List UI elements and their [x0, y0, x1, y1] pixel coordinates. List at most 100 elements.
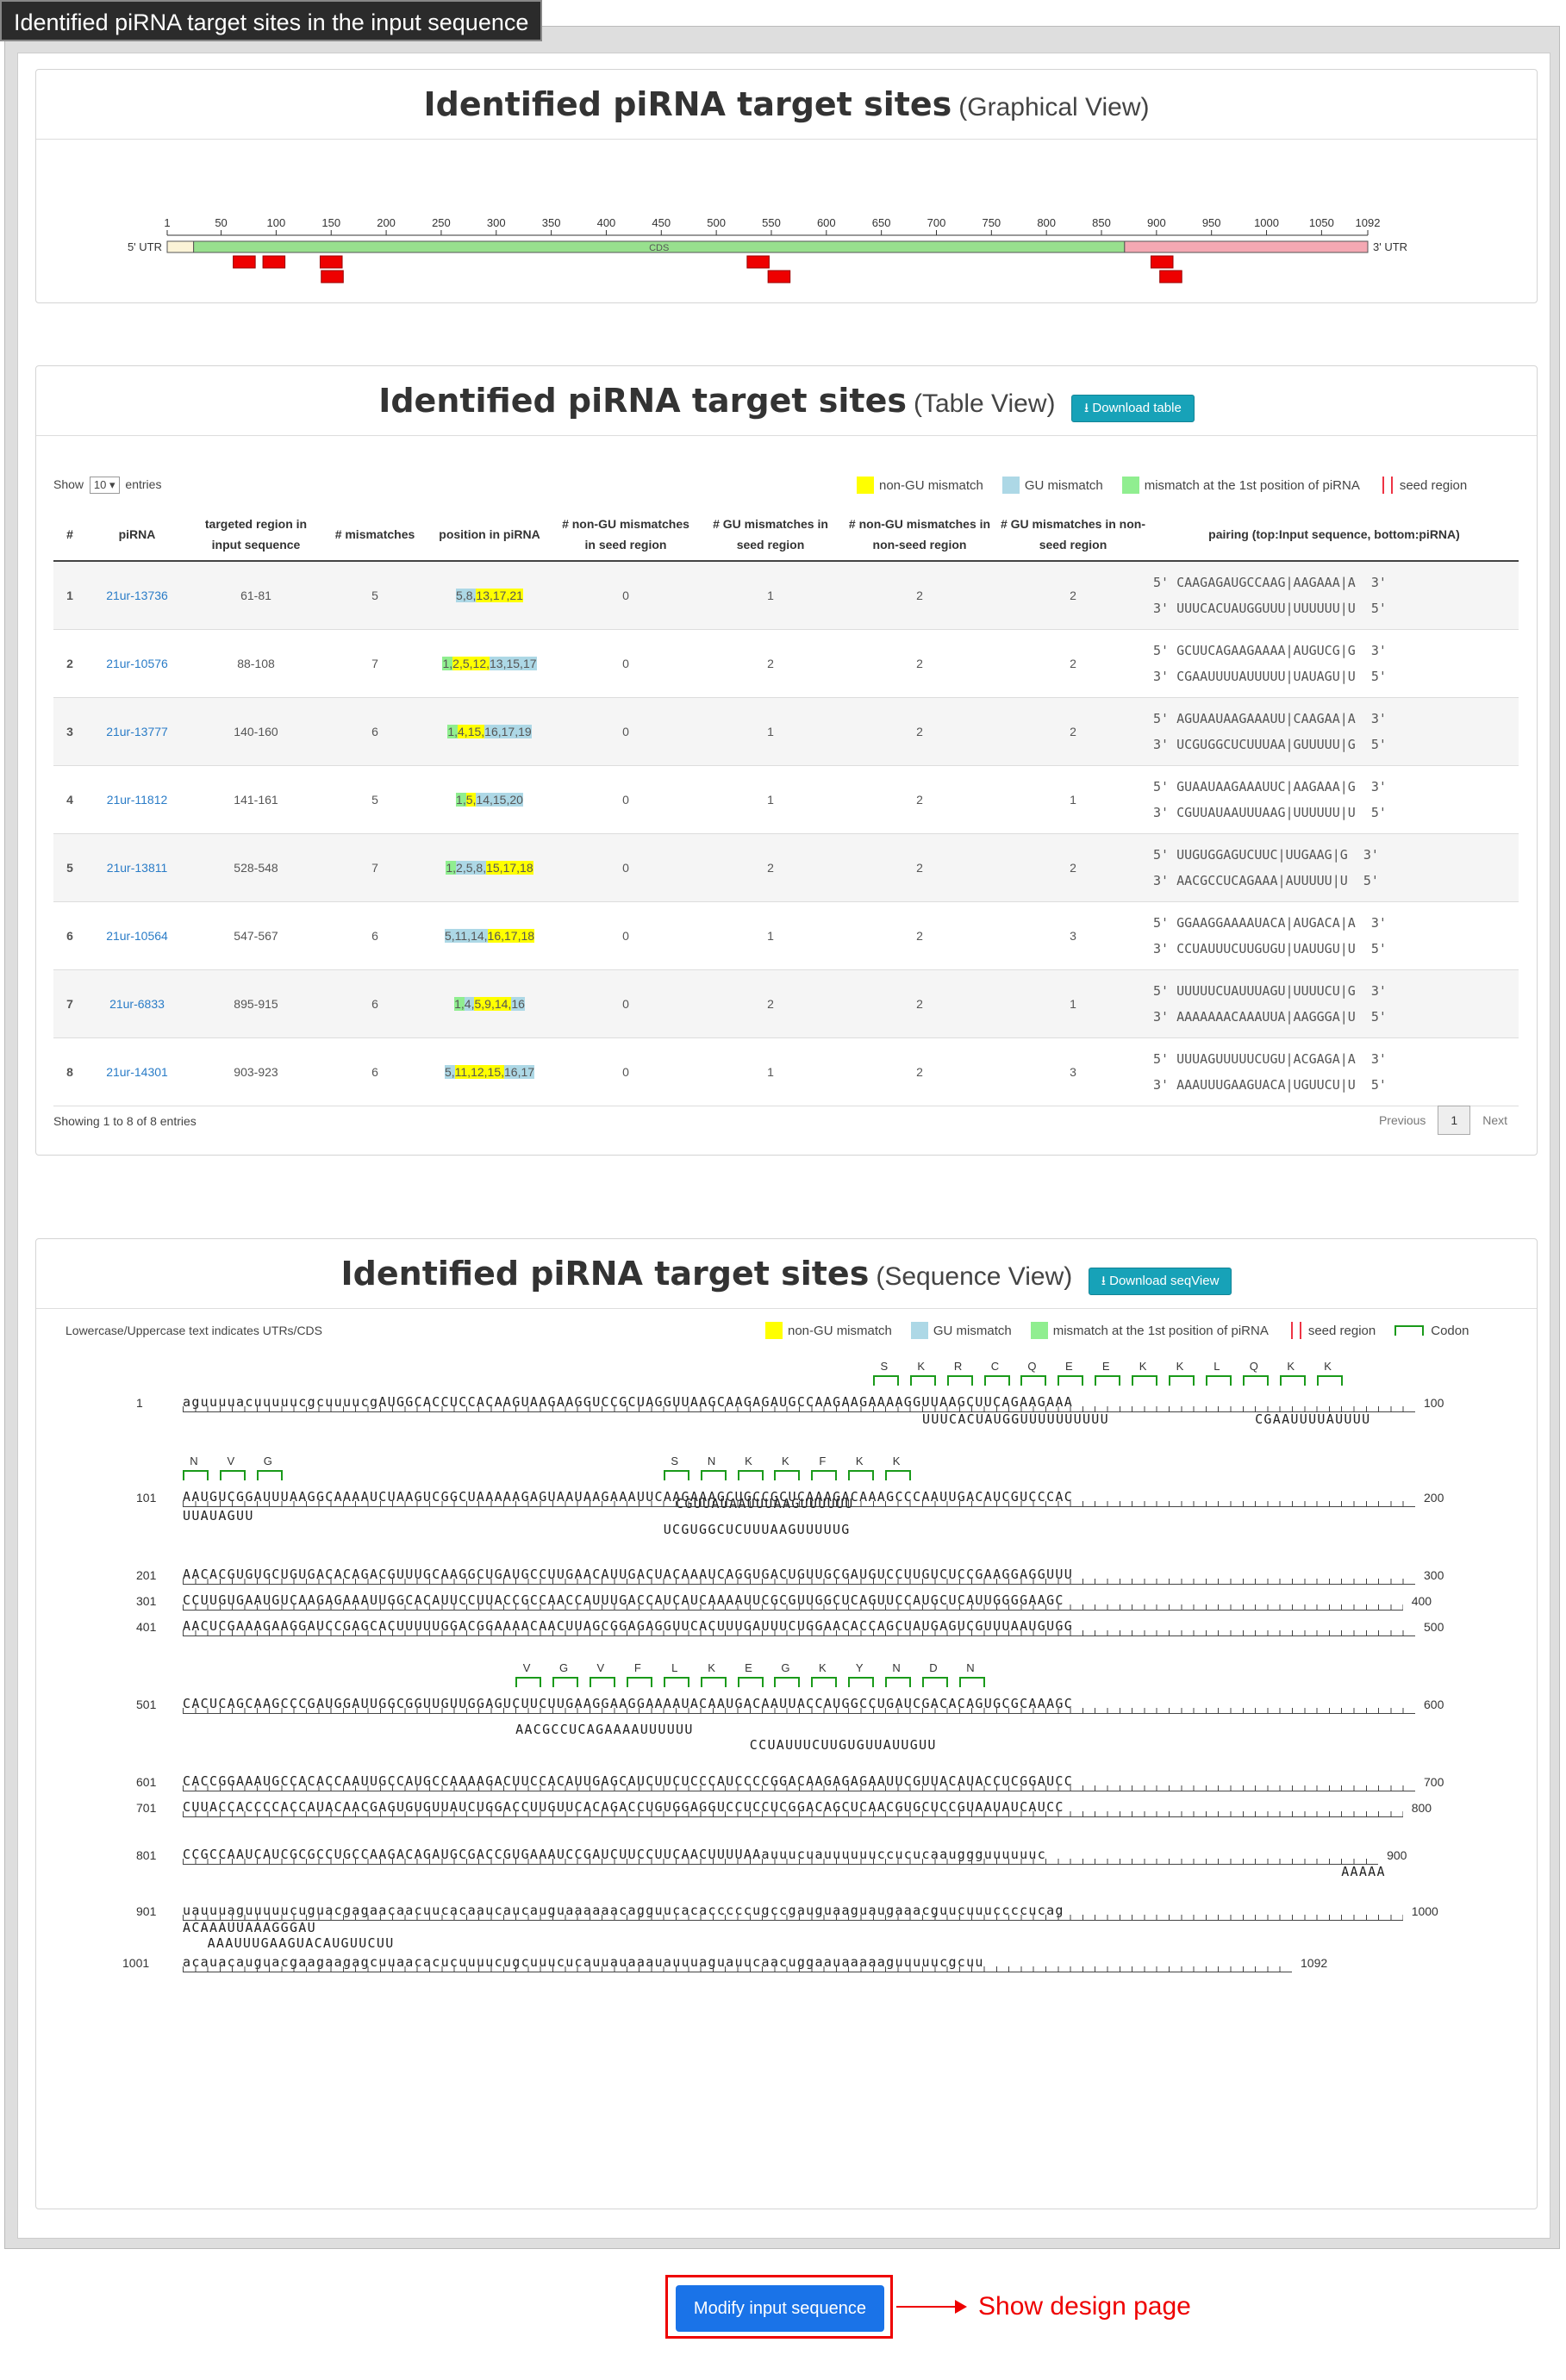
- col-pairing[interactable]: pairing (top:Input sequence, bottom:piRN…: [1150, 508, 1519, 562]
- axis-tick-label: 1092: [1356, 216, 1381, 229]
- amino-acid-label: C: [990, 1360, 1000, 1373]
- codon-bracket: [626, 1677, 652, 1687]
- codon-bracket: [663, 1677, 689, 1687]
- col-mismatches[interactable]: # mismatches: [324, 508, 426, 562]
- entries-select-value: 10: [93, 478, 107, 491]
- codon-bracket: [848, 1470, 875, 1480]
- line-end-number: 900: [1387, 1848, 1407, 1862]
- pirna-link[interactable]: 21ur-6833: [86, 969, 188, 1038]
- row-number: 8: [53, 1037, 86, 1106]
- codon-bracket: [885, 1677, 912, 1687]
- codon-bracket: [219, 1470, 246, 1480]
- first-pos-swatch: [1121, 477, 1139, 494]
- show-design-label: Show design page: [978, 2292, 1191, 2321]
- position-chip: 19: [518, 725, 532, 738]
- axis-tick-label: 200: [377, 216, 396, 229]
- col-gu-nonseed[interactable]: # GU mismatches in non-seed region: [996, 508, 1150, 562]
- axis-tick-label: 550: [762, 216, 781, 229]
- amino-acid-label: Y: [855, 1661, 864, 1674]
- codon-bracket: [848, 1677, 875, 1687]
- sequence-line: aguuuuacuuuuucgcuuuucgAUGGCACCUCCACAAGUA…: [183, 1394, 1074, 1410]
- col-positions[interactable]: position in piRNA: [426, 508, 553, 562]
- table-row: 6 21ur-10564 547-567 6 5,11,14,16,17,18 0 1 2 3 5…: [53, 901, 1519, 970]
- line-start-number: 801: [136, 1848, 157, 1862]
- position-chip: 15,: [486, 861, 503, 875]
- codon-bracket: [1169, 1375, 1195, 1386]
- modify-highlight-box: [665, 2275, 893, 2339]
- download-table-button[interactable]: ⭳ Download table: [1070, 394, 1195, 422]
- axis-tick-label: 450: [652, 216, 671, 229]
- amino-acid-label: V: [227, 1455, 235, 1467]
- sequence-line: acauacauguacgaagaagagcuuaacacucuuuucugcu…: [183, 1954, 984, 1970]
- position-chip: 15,: [492, 793, 510, 807]
- col-nongu-nonseed[interactable]: # non-GU mismatches in non-seed region: [843, 508, 996, 562]
- pairing-top: 5' UUGUGGAGUCUUC|UUGAAG|G 3': [1153, 847, 1379, 863]
- positions-cell: 1,2,5,12,13,15,17: [426, 629, 553, 698]
- pairing-cell: 5' UUUUUCUAUUUAGU|UUUUCU|G 3' 3' AAAAAAAC…: [1150, 969, 1519, 1038]
- gu-seed-count: 1: [698, 765, 843, 834]
- pagination: Previous 1 Next: [1367, 1106, 1519, 1135]
- targeted-region: 528-548: [188, 833, 324, 902]
- next-button[interactable]: Next: [1482, 1113, 1507, 1127]
- positions-cell: 1,2,5,8,15,17,18: [426, 833, 553, 902]
- codon-bracket: [515, 1677, 542, 1687]
- amino-acid-label: K: [1324, 1360, 1332, 1373]
- axis-tick-label: 150: [321, 216, 340, 229]
- nongu-swatch: [857, 477, 874, 494]
- pirna-link[interactable]: 21ur-10564: [86, 901, 188, 970]
- download-seqview-button[interactable]: ⭳ Download seqView: [1088, 1267, 1232, 1295]
- codon-bracket: [737, 1470, 764, 1480]
- pirna-link[interactable]: 21ur-11812: [86, 765, 188, 834]
- page-button[interactable]: 1: [1438, 1106, 1471, 1135]
- table-row: 2 21ur-10576 88-108 7 1,2,5,12,13,15,17 0 2 2 2 5…: [53, 629, 1519, 698]
- col-region[interactable]: targeted region in input sequence: [188, 508, 324, 562]
- utr5-region: [166, 240, 195, 253]
- col-pirna[interactable]: piRNA: [86, 508, 188, 562]
- codon-bracket: [1205, 1375, 1232, 1386]
- pirna-link[interactable]: 21ur-13736: [86, 561, 188, 630]
- position-chip: 9,: [484, 997, 495, 1011]
- table-header-row: # piRNA targeted region in input sequenc…: [53, 508, 1519, 562]
- show-label: Show: [53, 477, 84, 491]
- amino-acid-label: K: [1176, 1360, 1184, 1373]
- sequence-ticks: [183, 1859, 1379, 1865]
- amino-acid-label: G: [781, 1661, 790, 1674]
- amino-acid-label: K: [708, 1661, 715, 1674]
- seed-bar-2: [1390, 477, 1393, 494]
- position-chip: 17,: [492, 589, 510, 602]
- targeted-region: 903-923: [188, 1037, 324, 1106]
- axis-tick-label: 900: [1147, 216, 1166, 229]
- position-chip: 15,: [487, 1065, 504, 1079]
- utr3-label: 3' UTR: [1373, 240, 1407, 253]
- codon-bracket: [774, 1677, 801, 1687]
- pairing-bottom: 3' AACGCCUCAGAAA|AUUUUU|U 5': [1153, 873, 1379, 888]
- pirna-link[interactable]: 21ur-13811: [86, 833, 188, 902]
- pirna-link[interactable]: 21ur-10576: [86, 629, 188, 698]
- entries-select[interactable]: 10 ▾: [89, 477, 120, 494]
- col-num[interactable]: #: [53, 508, 86, 562]
- utr3-region: [1124, 240, 1369, 253]
- col-nongu-seed[interactable]: # non-GU mismatches in seed region: [553, 508, 698, 562]
- nongu-seed-count: 0: [553, 629, 698, 698]
- sequence-view-card: Identified piRNA target sites (Sequence V…: [35, 1238, 1538, 2209]
- pirna-link[interactable]: 21ur-14301: [86, 1037, 188, 1106]
- line-start-number: 701: [136, 1801, 157, 1815]
- amino-acid-label: N: [190, 1455, 198, 1467]
- position-chip: 14,: [476, 793, 493, 807]
- target-sites-table: # piRNA targeted region in input sequenc…: [53, 508, 1519, 1106]
- col-gu-seed[interactable]: # GU mismatches in seed region: [698, 508, 843, 562]
- gu-nonseed-count: 3: [996, 901, 1150, 970]
- pairing-bottom: 3' CGAAUUUUAUUUUU|UAUAGU|U 5': [1153, 669, 1387, 684]
- modify-input-button[interactable]: Modify input sequence: [676, 2285, 884, 2332]
- axis-tick-label: 400: [597, 216, 616, 229]
- axis-tick-label: 250: [432, 216, 451, 229]
- pairing-cell: 5' UUUAGUUUUUCUGU|ACGAGA|A 3' 3' AAAUUUGA…: [1150, 1037, 1519, 1106]
- position-chip: 5,: [444, 1065, 455, 1079]
- pirna-link[interactable]: 21ur-13777: [86, 697, 188, 766]
- prev-button[interactable]: Previous: [1378, 1113, 1426, 1127]
- targeted-region: 61-81: [188, 561, 324, 630]
- seq-seed-bar: [1290, 1322, 1293, 1339]
- axis-tick-label: 950: [1202, 216, 1221, 229]
- window-title: Identified piRNA target sites in the inp…: [0, 0, 543, 41]
- nongu-nonseed-count: 2: [843, 765, 996, 834]
